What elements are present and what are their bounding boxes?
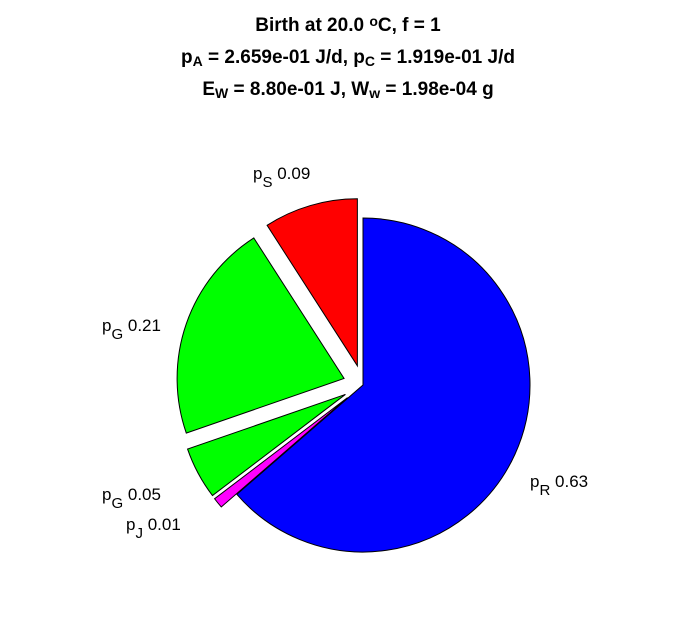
pie-label-value: 0.21 (123, 316, 161, 335)
chart-title-part: A (192, 53, 203, 69)
pie-label-subscript: G (111, 495, 123, 512)
pie-label-symbol: p (126, 515, 135, 534)
pie-label-subscript: J (135, 525, 143, 542)
pie-slices (176, 198, 531, 553)
chart-title-part: = 1.98e-04 g (380, 79, 494, 100)
pie-label-4: pS 0.09 (253, 164, 310, 191)
chart-title-part: w (369, 85, 381, 101)
pie-slice-p-S-4 (266, 198, 358, 368)
pie-label-value: 0.63 (550, 472, 588, 491)
pie-label-0: pR 0.63 (530, 472, 588, 499)
chart-title-part: C, f = 1 (377, 15, 441, 36)
chart-title-part: = 8.80e-01 J, W (228, 79, 370, 100)
pie-label-symbol: p (253, 164, 262, 183)
chart-title-line-1: Birth at 20.0 oC, f = 1 (0, 10, 696, 42)
chart-title-line-3: EW = 8.80e-01 J, Ww = 1.98e-04 g (0, 74, 696, 106)
chart-title-part: Birth at 20.0 (255, 15, 370, 36)
chart-title-part: = 1.919e-01 J/d (375, 47, 515, 68)
pie-slice-p-G-3 (176, 237, 345, 434)
pie-label-1: pJ 0.01 (126, 515, 181, 542)
chart-title-part: o (369, 13, 378, 29)
pie-label-value: 0.05 (123, 485, 161, 504)
pie-label-symbol: p (102, 316, 111, 335)
chart-title-part: W (215, 85, 229, 101)
pie-label-symbol: p (102, 485, 111, 504)
pie-label-value: 0.01 (143, 515, 181, 534)
chart-title: Birth at 20.0 oC, f = 1 pA = 2.659e-01 J/… (0, 10, 696, 106)
pie-slice-p-R-0 (236, 217, 531, 553)
pie-label-symbol: p (530, 472, 539, 491)
pie-label-subscript: G (111, 326, 123, 343)
pie-slice-p-J-1 (213, 397, 348, 508)
pie-label-2: pG 0.05 (102, 485, 161, 512)
pie-label-value: 0.09 (272, 164, 310, 183)
chart-title-line-2: pA = 2.659e-01 J/d, pC = 1.919e-01 J/d (0, 42, 696, 74)
chart-title-part: p (181, 47, 193, 68)
pie-label-3: pG 0.21 (102, 316, 161, 343)
pie-label-subscript: S (262, 174, 272, 191)
chart-title-part: = 2.659e-01 J/d, p (202, 47, 365, 68)
chart-title-part: E (202, 79, 216, 100)
pie-label-subscript: R (539, 482, 550, 499)
chart-title-part: C (364, 53, 375, 69)
pie-slice-p-G-2 (186, 393, 346, 497)
